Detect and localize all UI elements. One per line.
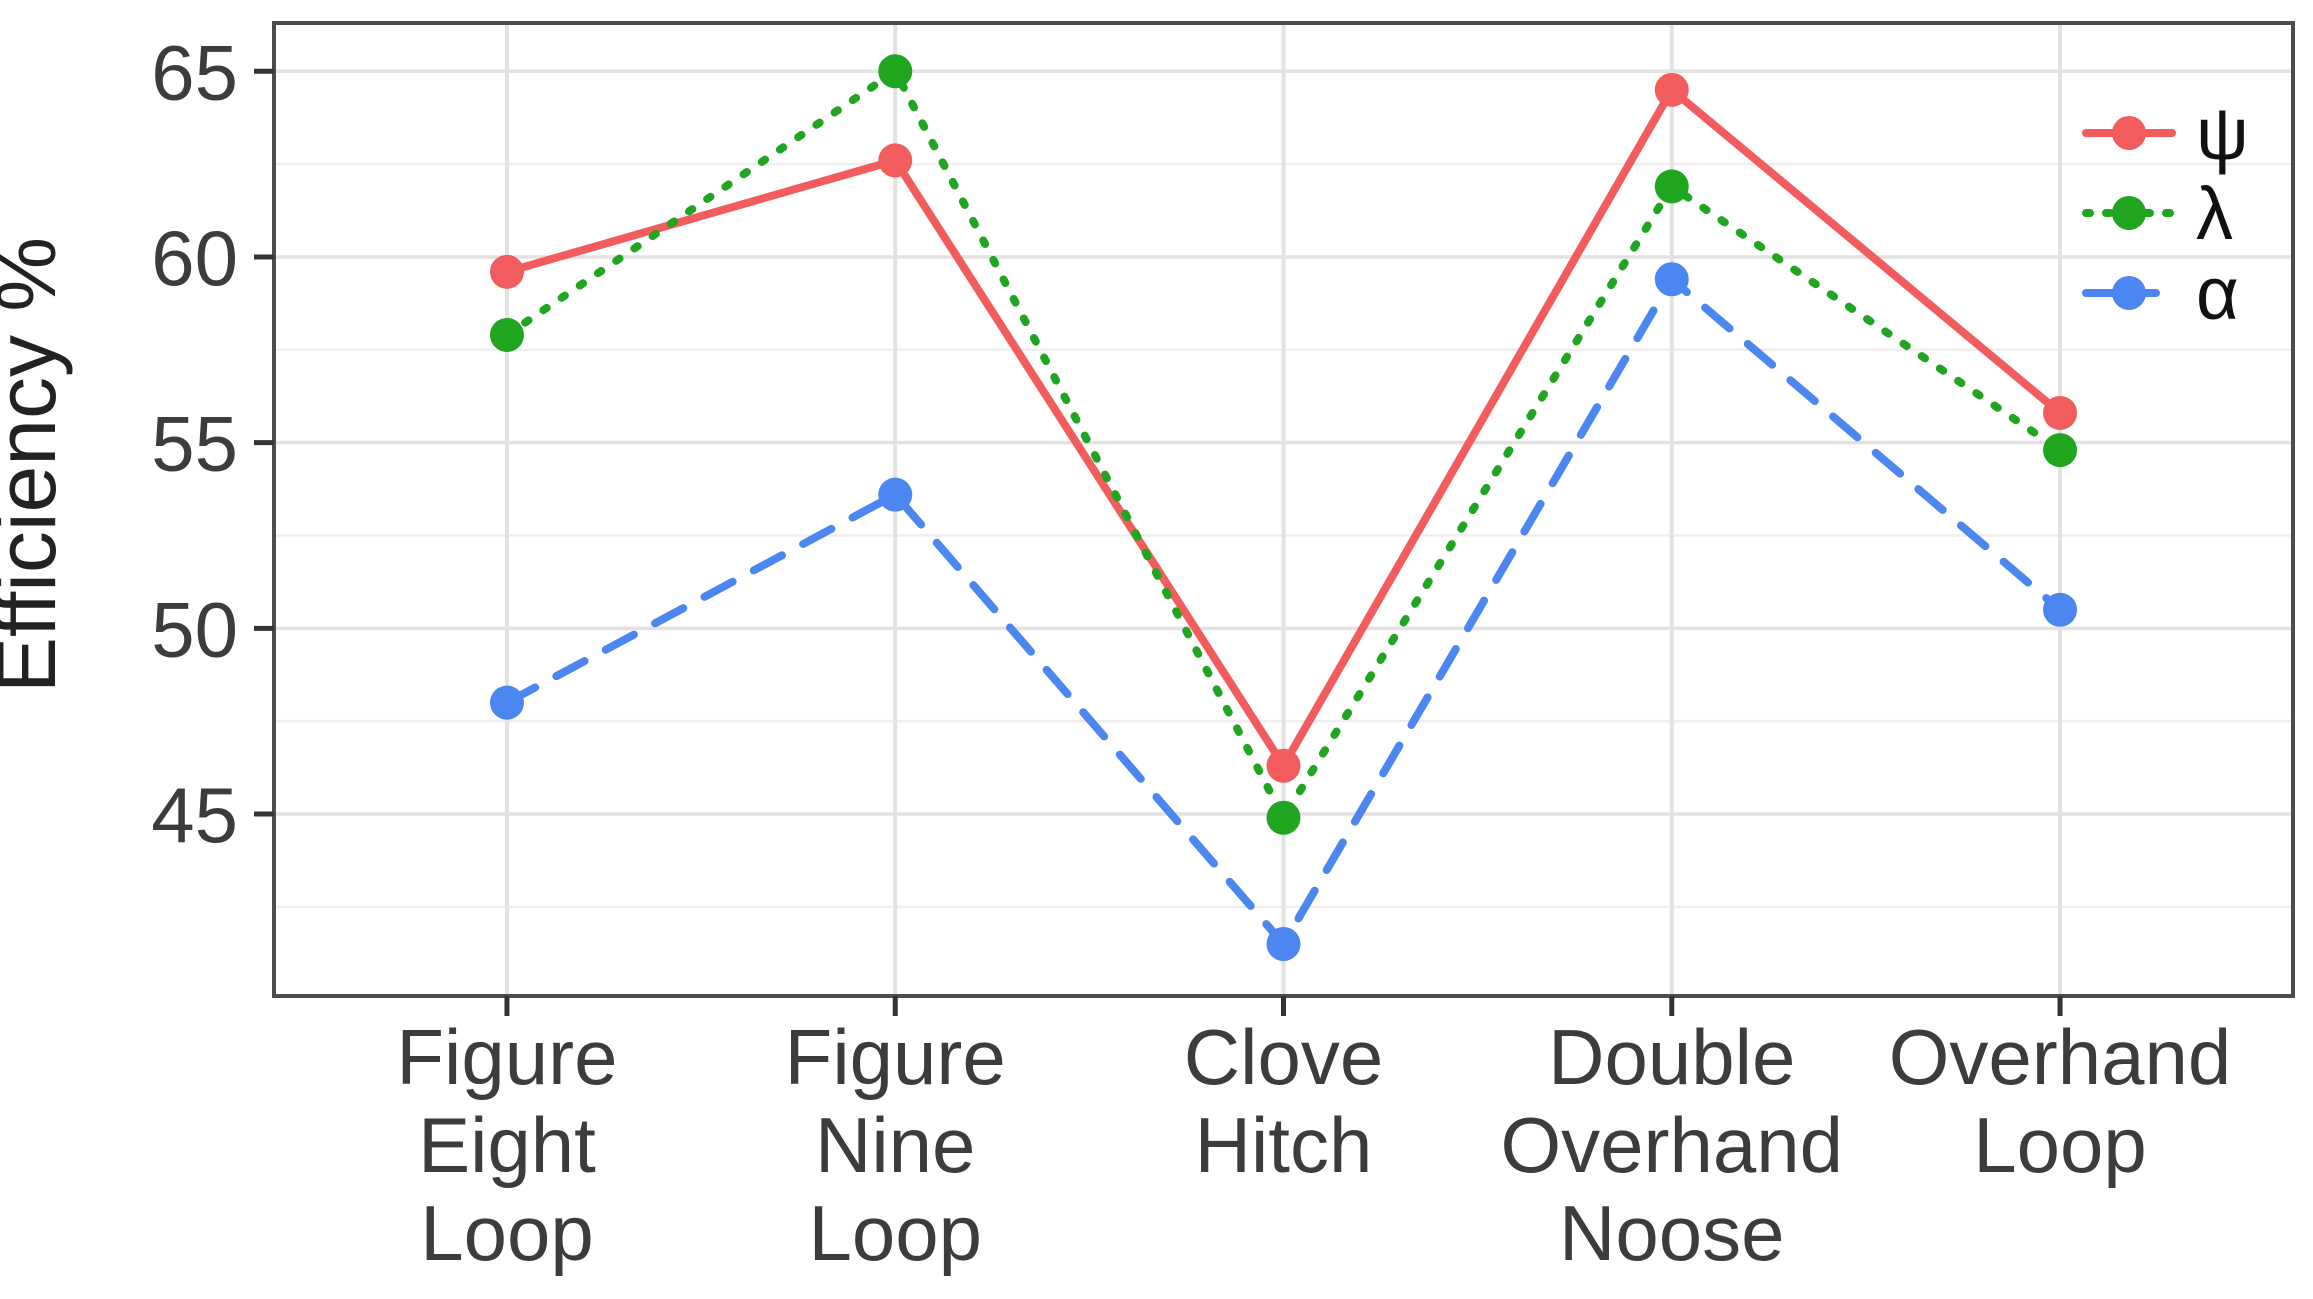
data-point-psi-4	[2043, 395, 2078, 430]
data-point-psi-2	[1266, 748, 1301, 783]
x-tick-label-4: Double Overhand Noose	[1500, 1013, 1843, 1277]
y-tick-label-55: 55	[151, 400, 238, 488]
legend-item-lambda: λ	[2082, 172, 2233, 255]
data-point-alpha-2	[1266, 927, 1301, 962]
legend-key-point-alpha	[2112, 276, 2146, 310]
series-alpha	[489, 262, 2078, 962]
legend-item-alpha: α	[2082, 252, 2239, 335]
legend-label-lambda: λ	[2196, 172, 2233, 255]
x-tick-label-3: Clove Hitch	[1184, 1013, 1383, 1189]
x-tick-label-1: Figure Eight Loop	[396, 1013, 617, 1277]
data-point-alpha-3	[1654, 262, 1689, 297]
data-point-psi-0	[489, 254, 524, 289]
data-point-lambda-1	[878, 54, 913, 89]
data-point-lambda-2	[1266, 800, 1301, 835]
data-point-alpha-4	[2043, 592, 2078, 627]
data-point-alpha-1	[878, 477, 913, 512]
data-point-alpha-0	[489, 685, 524, 720]
y-axis-title: Efficiency %	[0, 237, 73, 693]
y-tick-label-50: 50	[151, 585, 238, 673]
data-point-psi-3	[1654, 72, 1689, 107]
data-point-lambda-0	[489, 317, 524, 352]
y-tick-label-45: 45	[151, 771, 238, 859]
series-line-lambda	[502, 67, 2065, 822]
series-psi	[489, 72, 2078, 783]
data-point-lambda-3	[1654, 169, 1689, 204]
y-tick-label-65: 65	[151, 28, 238, 116]
y-tick-label-60: 60	[151, 214, 238, 302]
legend-key-point-lambda	[2112, 196, 2146, 230]
legend: ψλα	[2082, 92, 2249, 335]
data-point-lambda-4	[2043, 433, 2078, 468]
x-tick-label-5: Overhand Loop	[1889, 1013, 2232, 1189]
legend-item-psi: ψ	[2082, 92, 2249, 175]
data-point-psi-1	[878, 143, 913, 178]
x-tick-label-2: Figure Nine Loop	[785, 1013, 1006, 1277]
legend-label-alpha: α	[2196, 252, 2239, 335]
series-lambda	[489, 54, 2078, 835]
legend-label-psi: ψ	[2196, 92, 2249, 175]
legend-key-point-psi	[2112, 116, 2146, 150]
